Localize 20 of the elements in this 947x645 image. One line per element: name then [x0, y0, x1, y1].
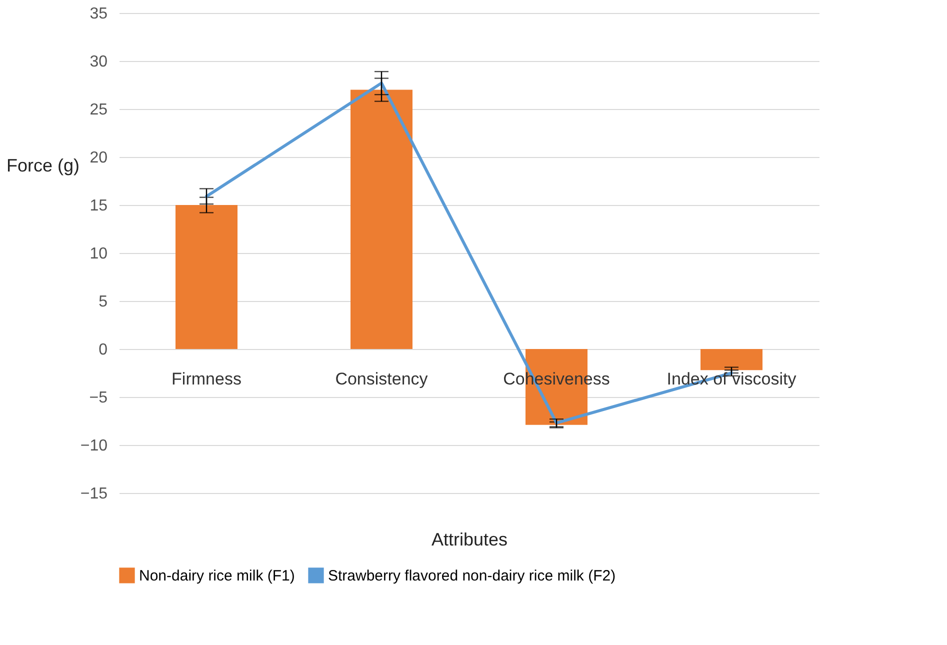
y-tick-label: −5 [89, 390, 108, 406]
y-tick-label: 10 [90, 246, 108, 262]
y-tick-label: 30 [90, 54, 108, 70]
y-tick-label: 0 [98, 342, 108, 358]
y-tick-label: −15 [80, 486, 108, 502]
y-tick-label: 20 [90, 150, 108, 166]
x-tick-label: Consistency [335, 370, 428, 388]
bar [700, 349, 762, 370]
legend-label: Non-dairy rice milk (F1) [139, 567, 295, 584]
y-tick-label: 5 [98, 294, 108, 310]
x-tick-label: Firmness [172, 370, 242, 388]
x-axis-title: Attributes [431, 530, 508, 550]
y-axis-title: Force (g) [6, 156, 80, 176]
y-tick-label: 25 [90, 102, 108, 118]
y-tick-label: 15 [90, 198, 108, 214]
y-tick-label: 35 [90, 6, 108, 22]
bar [176, 205, 238, 349]
legend-label: Strawberry flavored non-dairy rice milk (F2) [328, 567, 616, 584]
y-tick-label: −10 [80, 438, 108, 454]
bar [350, 90, 412, 349]
